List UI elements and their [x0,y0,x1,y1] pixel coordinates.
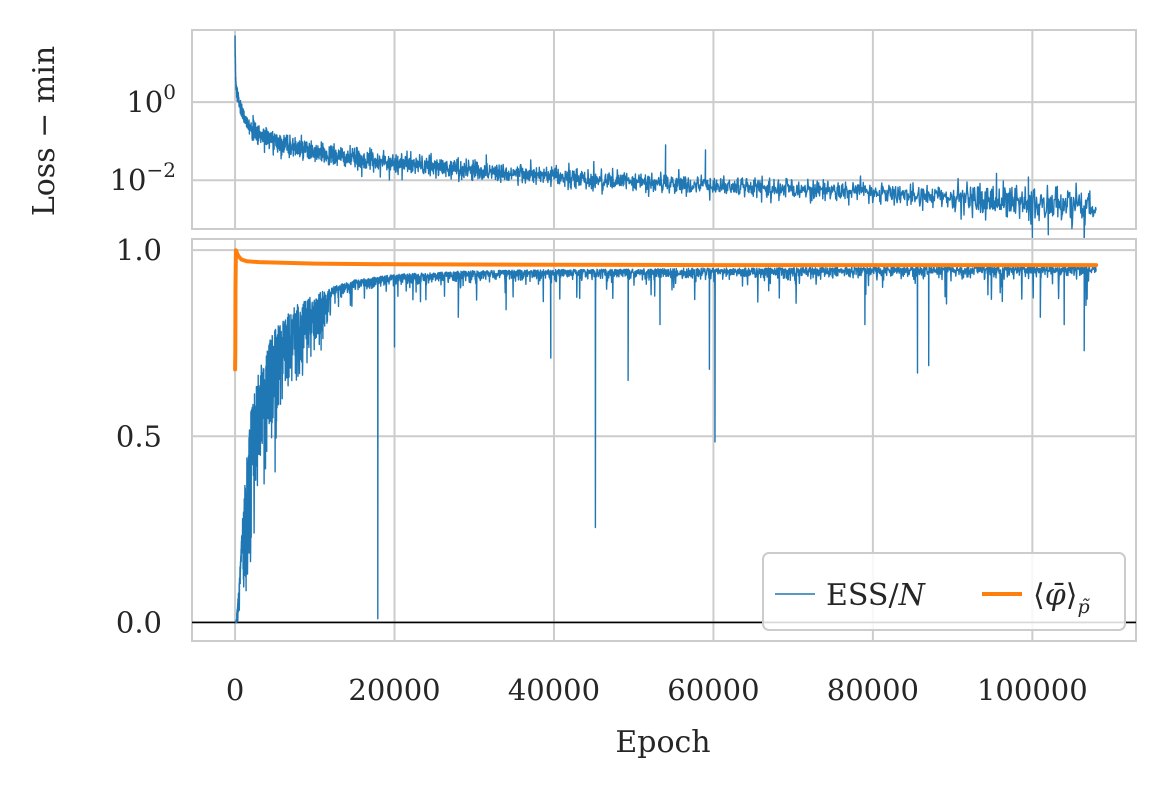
legend-ess-label: ESS/N [826,578,927,613]
legend-phi-label: ⟨φ̄⟩p̃ [1033,578,1090,618]
ess-series-line [234,265,1097,624]
x-tick-label: 60000 [667,673,759,707]
bottom-y-tick-label: 0.0 [116,605,162,639]
x-tick-label: 40000 [508,673,600,707]
x-axis-label: Epoch [615,725,710,760]
legend: ESS/N ⟨φ̄⟩p̃ [762,552,1126,631]
x-tick-label: 20000 [348,673,440,707]
bottom-y-tick-label: 1.0 [116,233,162,267]
x-tick-label: 0 [226,673,244,707]
bottom-panel: 0.0 0.5 1.0 0 20000 40000 60000 80000 100000 Ep… [116,233,1137,760]
x-tick-label: 100000 [977,673,1088,707]
bottom-y-tick-label: 0.5 [116,419,162,453]
bottom-series [233,248,1099,624]
legend-box [762,552,1126,631]
x-tick-label: 80000 [827,673,919,707]
top-gridlines [192,30,1136,229]
top-panel: 100 10−2 Loss − min [27,29,1137,248]
top-y-tick-label: 10−2 [110,158,176,197]
top-y-axis-label: Loss − min [27,46,62,216]
bottom-x-tick-labels: 0 20000 40000 60000 80000 100000 [226,673,1088,707]
top-y-tick-label: 100 [126,80,176,119]
phi-series-line [233,248,1099,372]
bottom-y-tick-labels: 0.0 0.5 1.0 [116,233,162,639]
top-loss-series [234,35,1097,248]
top-y-tick-labels: 100 10−2 [110,80,176,197]
top-panel-frame [191,29,1137,230]
loss-series-line [234,35,1097,248]
